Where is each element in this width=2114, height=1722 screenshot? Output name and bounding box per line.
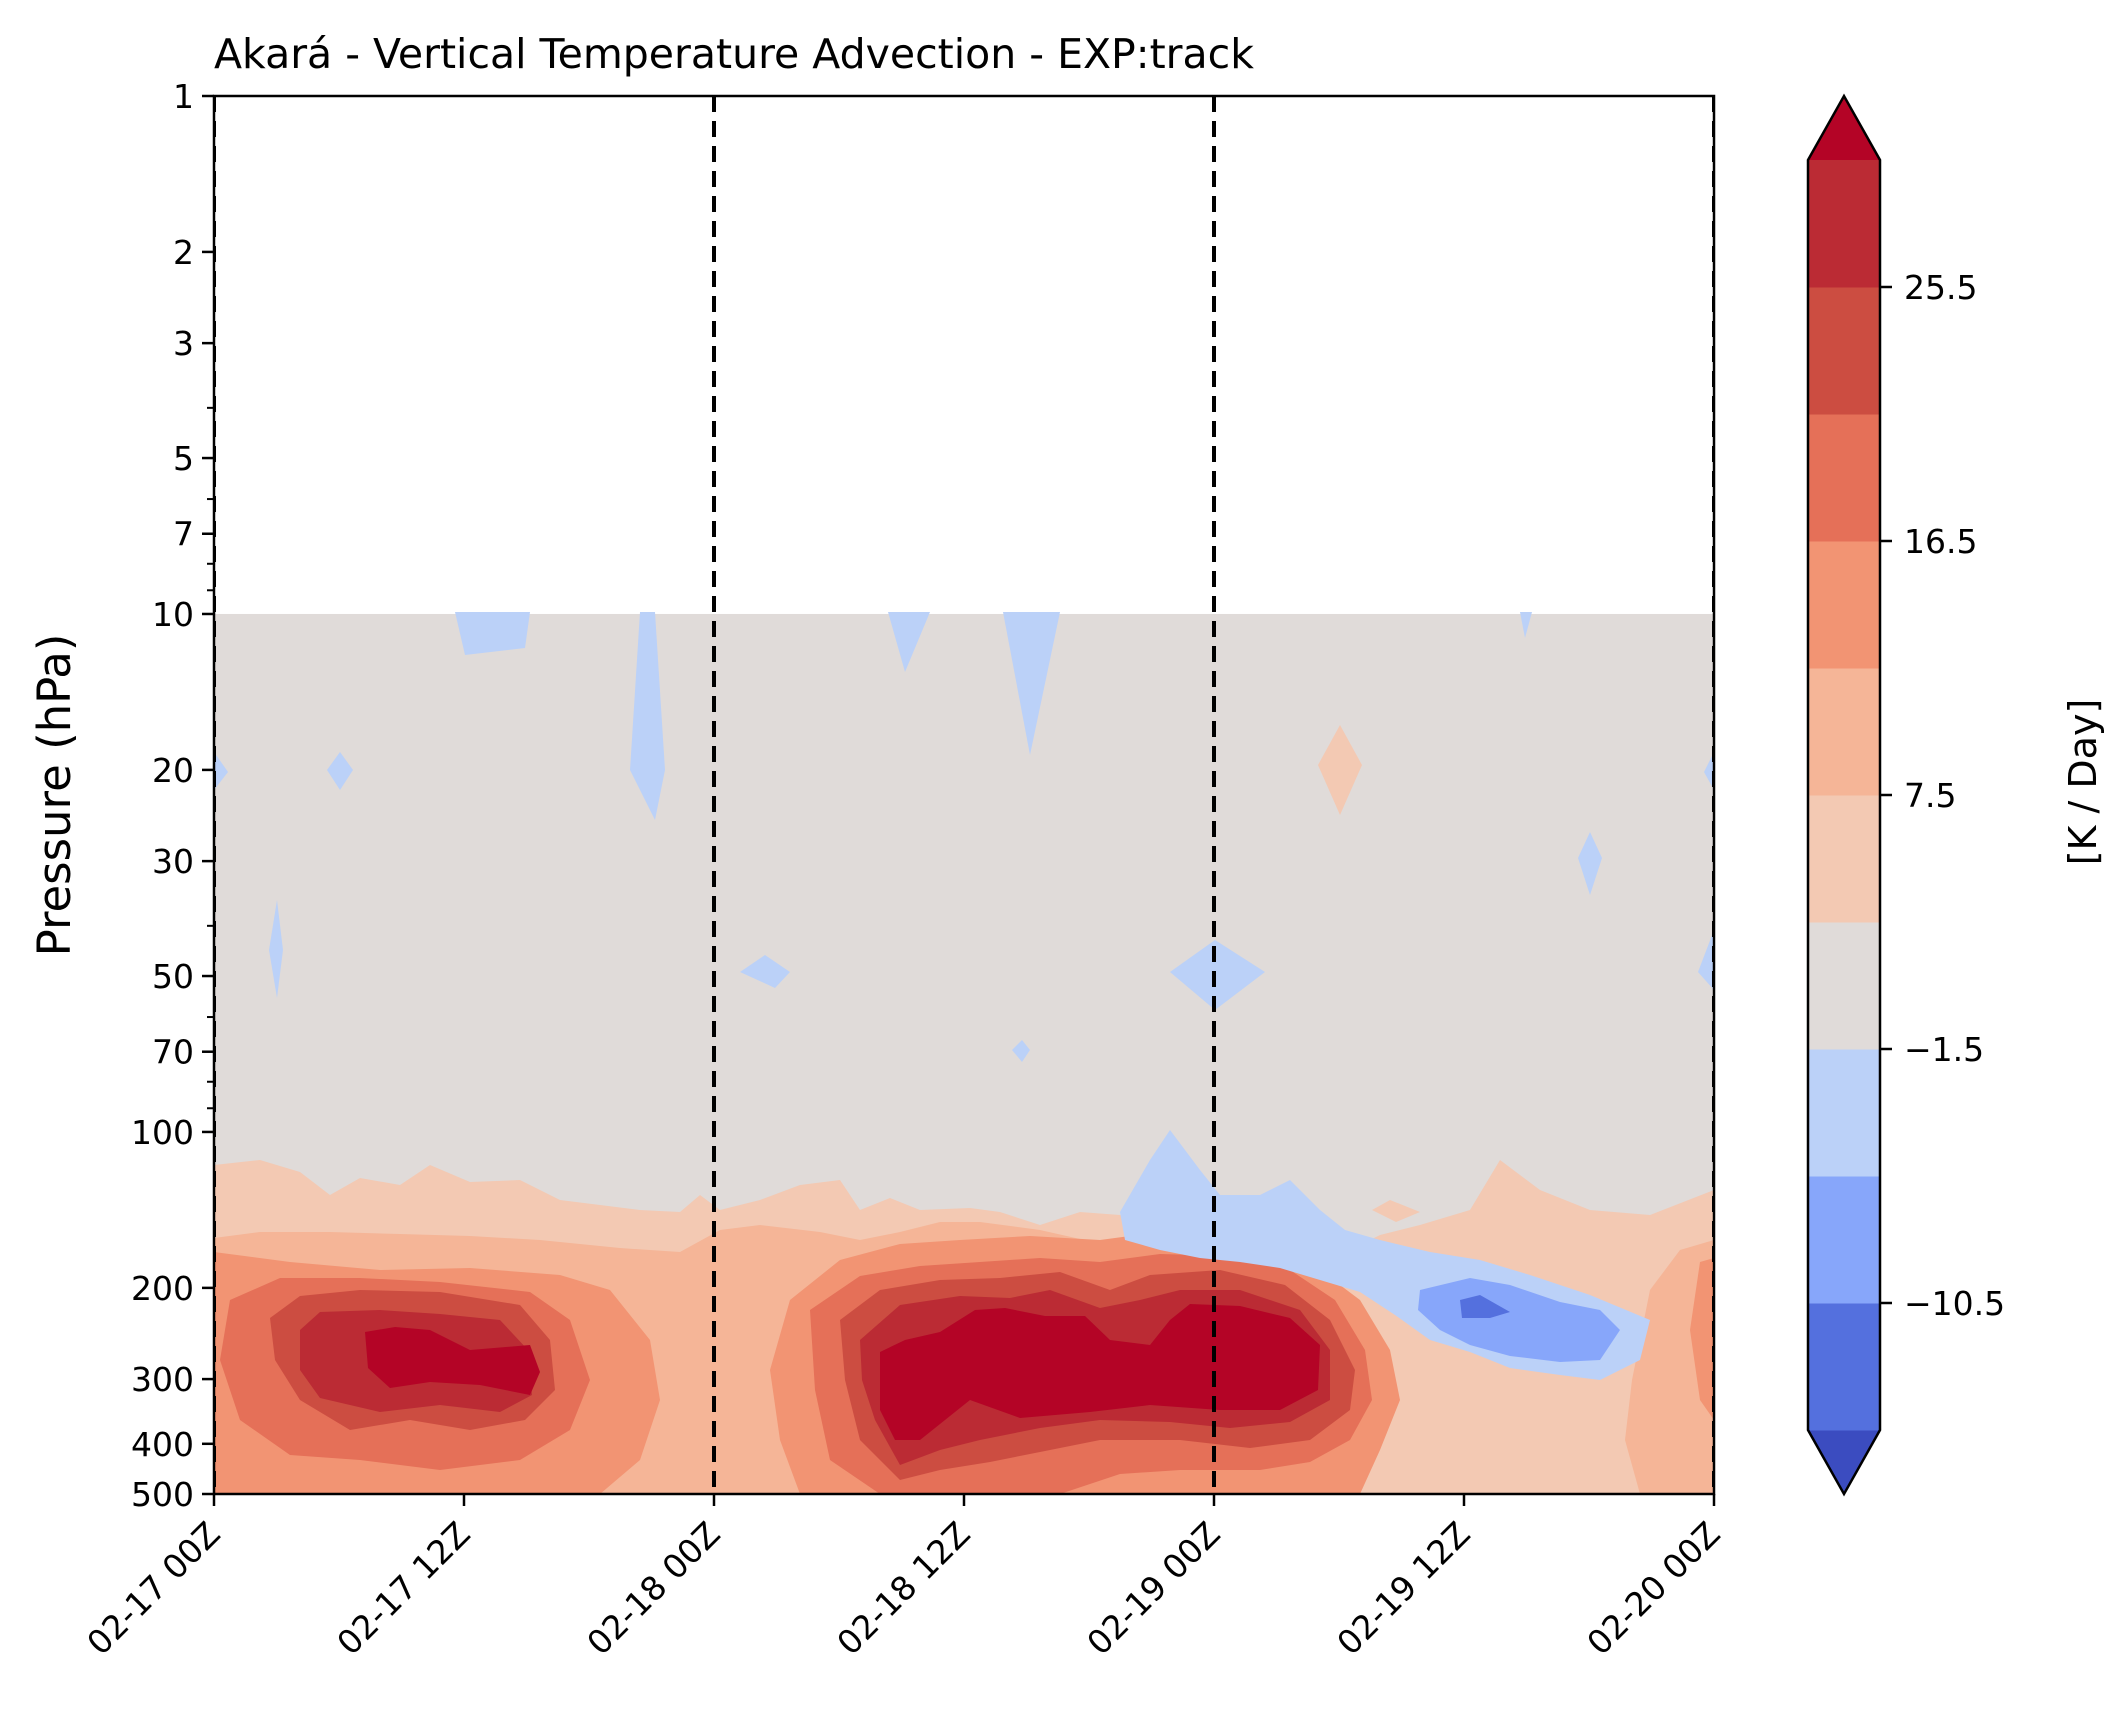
colorbar-tick-label: −10.5: [1904, 1284, 2005, 1323]
colorbar-tick-label: 7.5: [1904, 776, 1956, 815]
y-tick-label: 500: [131, 1475, 194, 1514]
contour-fill-light-warm: [1318, 725, 1362, 815]
x-tick-label: 02-17 00Z: [79, 1514, 227, 1662]
colorbar-band: [1808, 922, 1880, 1050]
cool-region: [1120, 1130, 1650, 1380]
y-tick-label: 100: [131, 1113, 194, 1152]
x-tick-label: 02-19 12Z: [1329, 1514, 1477, 1662]
contour-fill-light-cool: [1003, 612, 1060, 755]
colorbar-extend-low: [1808, 1430, 1880, 1494]
colorbar-label: [K / Day]: [2061, 699, 2105, 866]
plot-area: [214, 96, 1714, 1494]
colorbar-band: [1808, 795, 1880, 923]
y-tick-label: 400: [131, 1425, 194, 1464]
colorbar-band: [1808, 414, 1880, 542]
contour-fill-light-cool: [630, 612, 665, 820]
colorbar-tick-label: 16.5: [1904, 522, 1977, 561]
colorbar-band: [1808, 160, 1880, 288]
colorbar-tick-label: −1.5: [1904, 1030, 1984, 1069]
y-tick-label: 200: [131, 1269, 194, 1308]
x-tick-label: 02-18 00Z: [579, 1514, 727, 1662]
contour-fill-light-cool: [1704, 752, 1714, 790]
colorbar-band: [1808, 668, 1880, 796]
contour-fill-light-cool: [1698, 930, 1714, 990]
y-tick-label: 50: [152, 957, 194, 996]
x-tick-label: 02-20 00Z: [1579, 1514, 1727, 1662]
y-tick-label: 3: [173, 324, 194, 363]
colorbar: −10.5 −1.5 7.5 16.5 25.5: [1806, 93, 2005, 1497]
colorbar-band: [1808, 287, 1880, 415]
contour-fill-light-cool: [1012, 1040, 1030, 1062]
x-tick-label: 02-17 12Z: [329, 1514, 477, 1662]
contour-fill-light-cool: [269, 900, 283, 998]
y-tick-label: 7: [173, 515, 194, 554]
contour-fill-dark-cool: [1460, 1295, 1510, 1318]
contour-fill-darkest-red: [365, 1327, 540, 1395]
dashed-time-markers: [214, 96, 1714, 1494]
contour-fill-light-cool: [740, 955, 790, 988]
contour-fill-light-warm: [1372, 1200, 1420, 1222]
contour-fill-darkest-red: [880, 1304, 1320, 1440]
contour-mid-right: [1625, 1240, 1714, 1494]
x-tick-label: 02-18 12Z: [829, 1514, 977, 1662]
contour-fill-strong-warm: [1690, 1258, 1714, 1420]
upper-level-blobs: [214, 612, 1714, 1222]
x-tick-label: 02-19 00Z: [1079, 1514, 1227, 1662]
y-axis: 1 2 3 5 7 10 20 30 50 70 100 200 300 400 500: [131, 77, 214, 1514]
y-axis-label: Pressure (hPa): [28, 634, 81, 957]
contour-fill-light-cool: [455, 612, 530, 655]
contour-fill-light-cool: [888, 612, 930, 672]
warm-core-1: [214, 1252, 660, 1494]
y-tick-label: 1: [173, 77, 194, 116]
colorbar-band: [1808, 1303, 1880, 1431]
colorbar-band: [1808, 1049, 1880, 1177]
y-tick-label: 300: [131, 1360, 194, 1399]
colorbar-band: [1808, 1176, 1880, 1304]
contour-fill-light-cool: [327, 752, 353, 790]
contour-fill-mid-warm: [1625, 1240, 1714, 1494]
contour-fill-light-cool: [1520, 612, 1532, 638]
contour-fill-light-cool: [1170, 940, 1265, 1010]
y-tick-label: 10: [152, 595, 194, 634]
contour-fill-light-cool: [214, 752, 228, 790]
colorbar-extend-high: [1808, 96, 1880, 160]
contour-fill-light-cool: [1578, 832, 1602, 895]
colorbar-band: [1808, 541, 1880, 669]
y-tick-label: 5: [173, 439, 194, 478]
y-tick-label: 30: [152, 842, 194, 881]
y-tick-label: 70: [152, 1033, 194, 1072]
y-tick-label: 2: [173, 233, 194, 272]
chart-title: Akará - Vertical Temperature Advection -…: [214, 30, 1254, 78]
y-tick-label: 20: [152, 751, 194, 790]
colorbar-tick-label: 25.5: [1904, 268, 1977, 307]
x-axis: 02-17 00Z 02-17 12Z 02-18 00Z 02-18 12Z 02-1…: [79, 1494, 1728, 1663]
colorbar-outline: [1806, 93, 1882, 1497]
